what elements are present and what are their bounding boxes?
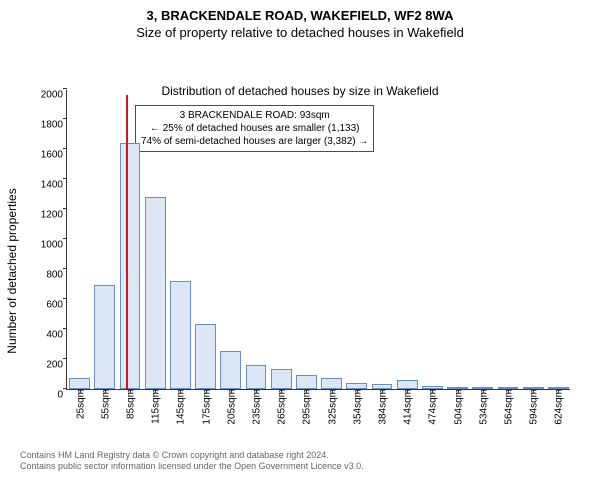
x-tick-mark — [180, 389, 181, 393]
x-tick-label: 205sqm — [224, 389, 237, 425]
y-tick-mark — [63, 148, 67, 149]
y-tick-mark — [63, 298, 67, 299]
histogram-bar — [397, 380, 418, 389]
x-tick-mark — [130, 389, 131, 393]
x-tick-mark — [533, 389, 534, 393]
y-tick-label: 1000 — [41, 239, 67, 250]
histogram-bar — [271, 369, 292, 389]
callout-smaller: ← 25% of detached houses are smaller (1,… — [141, 122, 368, 135]
x-tick-label: 175sqm — [199, 389, 212, 425]
x-tick-label: 474sqm — [426, 389, 439, 425]
x-tick-mark — [231, 389, 232, 393]
property-marker-line — [126, 95, 128, 389]
x-tick-mark — [155, 389, 156, 393]
x-tick-label: 25sqm — [73, 389, 86, 419]
y-axis-label: Number of detached properties — [5, 188, 19, 353]
x-tick-mark — [281, 389, 282, 393]
y-tick-label: 400 — [46, 329, 67, 340]
y-tick-label: 1200 — [41, 209, 67, 220]
x-tick-mark — [458, 389, 459, 393]
y-tick-mark — [63, 328, 67, 329]
y-tick-mark — [63, 208, 67, 209]
x-tick-mark — [332, 389, 333, 393]
x-tick-mark — [206, 389, 207, 393]
x-tick-label: 384sqm — [376, 389, 389, 425]
x-tick-mark — [508, 389, 509, 393]
x-tick-label: 325sqm — [325, 389, 338, 425]
x-tick-mark — [80, 389, 81, 393]
x-tick-label: 55sqm — [98, 389, 111, 419]
x-tick-mark — [407, 389, 408, 393]
x-tick-label: 624sqm — [552, 389, 565, 425]
y-tick-label: 200 — [46, 359, 67, 370]
chart-area: Number of detached properties 3 BRACKEND… — [20, 84, 580, 444]
x-tick-mark — [558, 389, 559, 393]
x-tick-mark — [105, 389, 106, 393]
x-tick-mark — [357, 389, 358, 393]
y-tick-mark — [63, 238, 67, 239]
histogram-bar — [120, 143, 141, 389]
y-tick-mark — [63, 388, 67, 389]
x-tick-label: 145sqm — [174, 389, 187, 425]
y-tick-label: 1400 — [41, 179, 67, 190]
x-tick-mark — [483, 389, 484, 393]
x-tick-label: 354sqm — [350, 389, 363, 425]
histogram-bar — [321, 378, 342, 389]
chart-title-address: 3, BRACKENDALE ROAD, WAKEFIELD, WF2 8WA — [10, 8, 590, 25]
x-tick-mark — [256, 389, 257, 393]
y-tick-mark — [63, 268, 67, 269]
x-tick-label: 85sqm — [124, 389, 137, 419]
y-tick-label: 2000 — [41, 89, 67, 100]
callout-larger: 74% of semi-detached houses are larger (… — [141, 135, 368, 148]
y-tick-label: 1600 — [41, 149, 67, 160]
y-tick-label: 600 — [46, 299, 67, 310]
footer-line-1: Contains HM Land Registry data © Crown c… — [20, 450, 580, 462]
histogram-bar — [246, 365, 267, 389]
x-tick-label: 115sqm — [149, 389, 162, 424]
x-tick-label: 265sqm — [275, 389, 288, 425]
histogram-bar — [296, 375, 317, 389]
y-tick-label: 1800 — [41, 119, 67, 130]
x-tick-mark — [382, 389, 383, 393]
y-tick-label: 800 — [46, 269, 67, 280]
x-tick-label: 564sqm — [502, 389, 515, 425]
plot-region: 3 BRACKENDALE ROAD: 93sqm ← 25% of detac… — [66, 90, 570, 390]
footer-attribution: Contains HM Land Registry data © Crown c… — [10, 444, 590, 473]
histogram-bar — [170, 281, 191, 389]
y-tick-mark — [63, 178, 67, 179]
x-tick-mark — [306, 389, 307, 393]
property-callout: 3 BRACKENDALE ROAD: 93sqm ← 25% of detac… — [135, 105, 374, 152]
histogram-bar — [94, 285, 115, 389]
x-tick-label: 594sqm — [527, 389, 540, 425]
y-tick-mark — [63, 118, 67, 119]
callout-size: 3 BRACKENDALE ROAD: 93sqm — [141, 109, 368, 122]
x-tick-label: 414sqm — [401, 389, 414, 425]
x-tick-label: 504sqm — [451, 389, 464, 425]
histogram-bar — [145, 197, 166, 389]
x-tick-label: 295sqm — [300, 389, 313, 425]
x-tick-mark — [432, 389, 433, 393]
histogram-bar — [220, 351, 241, 389]
x-tick-label: 235sqm — [250, 389, 263, 425]
y-tick-mark — [63, 88, 67, 89]
footer-line-2: Contains public sector information licen… — [20, 461, 580, 473]
x-tick-label: 534sqm — [476, 389, 489, 425]
chart-subtitle: Size of property relative to detached ho… — [10, 25, 590, 42]
y-tick-label: 0 — [57, 389, 67, 400]
histogram-bar — [195, 324, 216, 389]
histogram-bar — [69, 378, 90, 389]
y-tick-mark — [63, 358, 67, 359]
